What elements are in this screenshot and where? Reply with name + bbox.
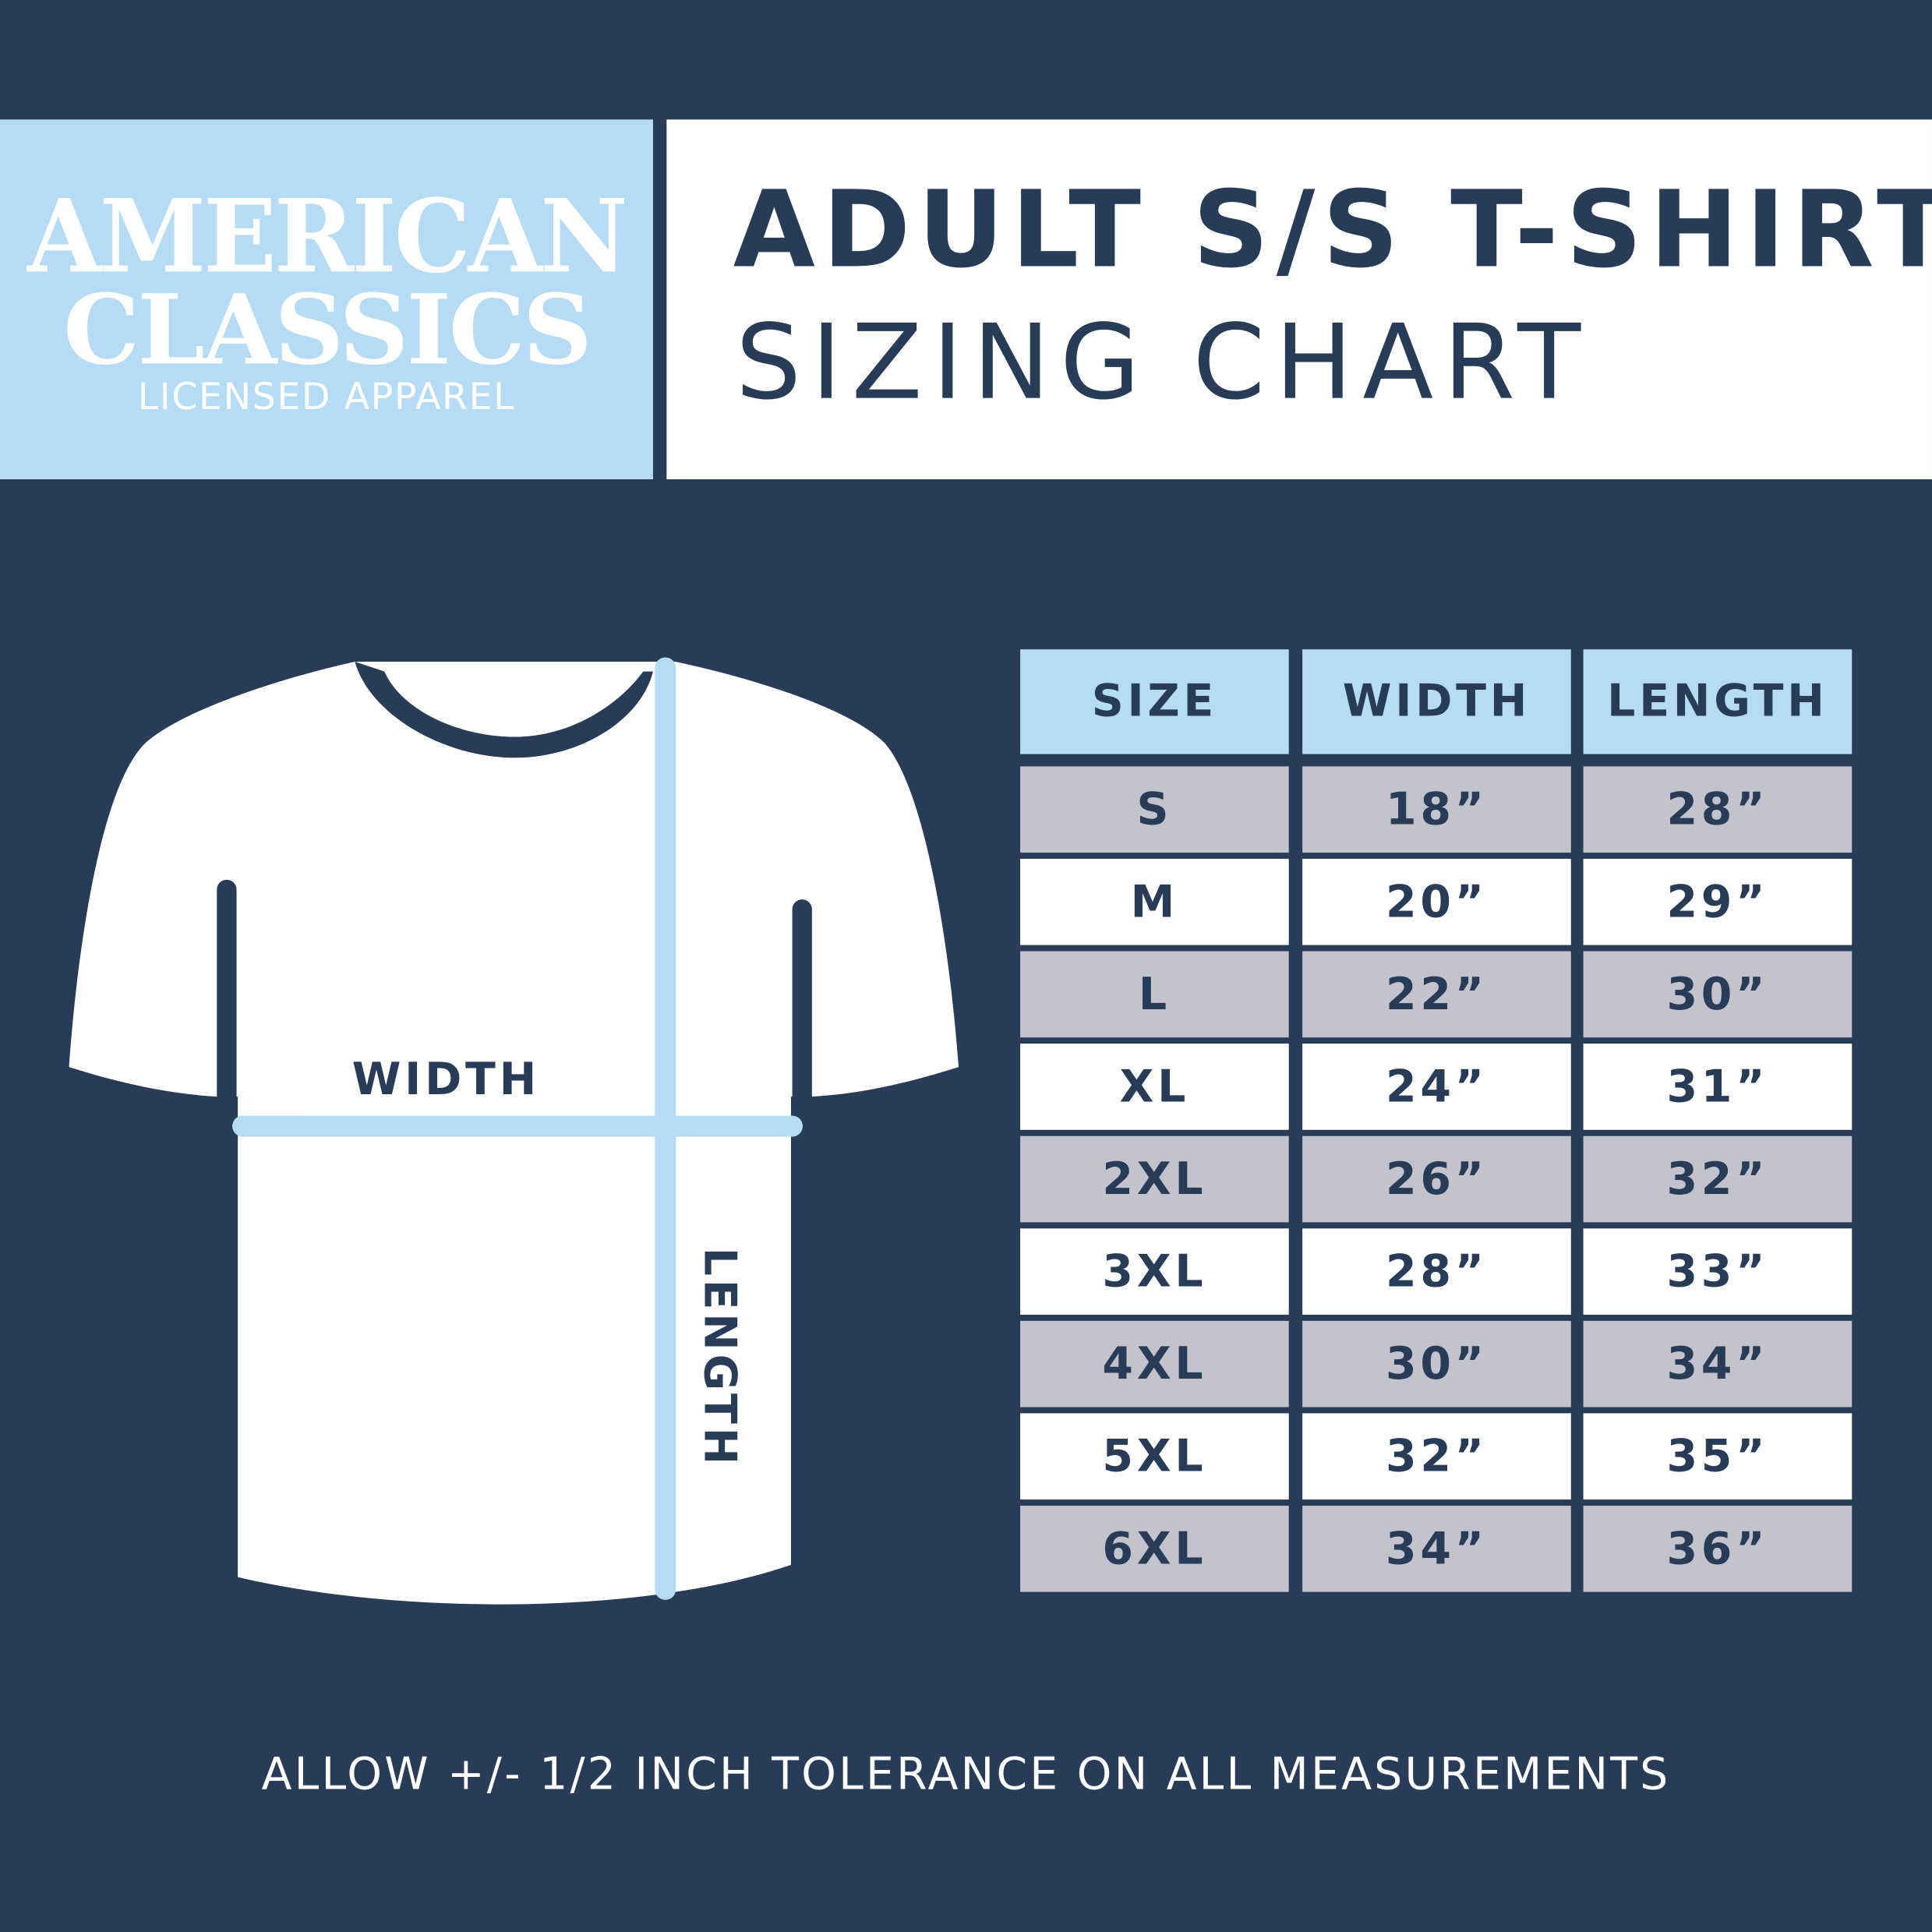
page-title: ADULT S/S T-SHIRT bbox=[733, 168, 1932, 292]
cell-length: 30” bbox=[1583, 951, 1853, 1038]
cell-width: 26” bbox=[1302, 1136, 1571, 1223]
width-label: WIDTH bbox=[352, 1054, 540, 1105]
neck-opening bbox=[384, 671, 644, 737]
cell-size: 4XL bbox=[1020, 1320, 1289, 1407]
collar bbox=[355, 661, 653, 758]
brand-logo: AMERICAN CLASSICS LICENSED APPAREL bbox=[0, 119, 653, 480]
cell-length: 32” bbox=[1583, 1136, 1853, 1223]
cell-width: 22” bbox=[1302, 951, 1571, 1038]
cell-size: S bbox=[1020, 766, 1289, 853]
header-length: LENGTH bbox=[1583, 649, 1853, 754]
cell-size: 2XL bbox=[1020, 1136, 1289, 1223]
cell-size: XL bbox=[1020, 1044, 1289, 1130]
title-panel: ADULT S/S T-SHIRT SIZING CHART bbox=[666, 119, 1932, 480]
header-size: SIZE bbox=[1020, 649, 1289, 754]
logo-line-1: AMERICAN bbox=[27, 178, 628, 296]
tolerance-note: ALLOW +/- 1/2 INCH TOLERANCE ON ALL MEAS… bbox=[261, 1750, 1671, 1800]
cell-width: 32” bbox=[1302, 1413, 1571, 1500]
cell-size: L bbox=[1020, 951, 1289, 1038]
cell-length: 34” bbox=[1583, 1320, 1853, 1407]
cell-length: 36” bbox=[1583, 1505, 1853, 1592]
cell-width: 28” bbox=[1302, 1228, 1571, 1315]
cell-width: 30” bbox=[1302, 1320, 1571, 1407]
page-subtitle: SIZING CHART bbox=[735, 302, 1591, 423]
cell-size: 5XL bbox=[1020, 1413, 1289, 1500]
cell-length: 29” bbox=[1583, 858, 1853, 945]
cell-length: 33” bbox=[1583, 1228, 1853, 1315]
cell-size: 3XL bbox=[1020, 1228, 1289, 1315]
cell-width: 20” bbox=[1302, 858, 1571, 945]
cell-length: 28” bbox=[1583, 766, 1853, 853]
cell-width: 24” bbox=[1302, 1044, 1571, 1130]
length-label: LENGTH bbox=[694, 1248, 745, 1468]
cell-width: 34” bbox=[1302, 1505, 1571, 1592]
cell-width: 18” bbox=[1302, 766, 1571, 853]
cell-length: 35” bbox=[1583, 1413, 1853, 1500]
logo-tagline: LICENSED APPAREL bbox=[137, 376, 516, 419]
cell-length: 31” bbox=[1583, 1044, 1853, 1130]
cell-size: M bbox=[1020, 858, 1289, 945]
cell-size: 6XL bbox=[1020, 1505, 1289, 1592]
header-width: WIDTH bbox=[1302, 649, 1571, 754]
logo-line-2: CLASSICS bbox=[63, 274, 592, 387]
